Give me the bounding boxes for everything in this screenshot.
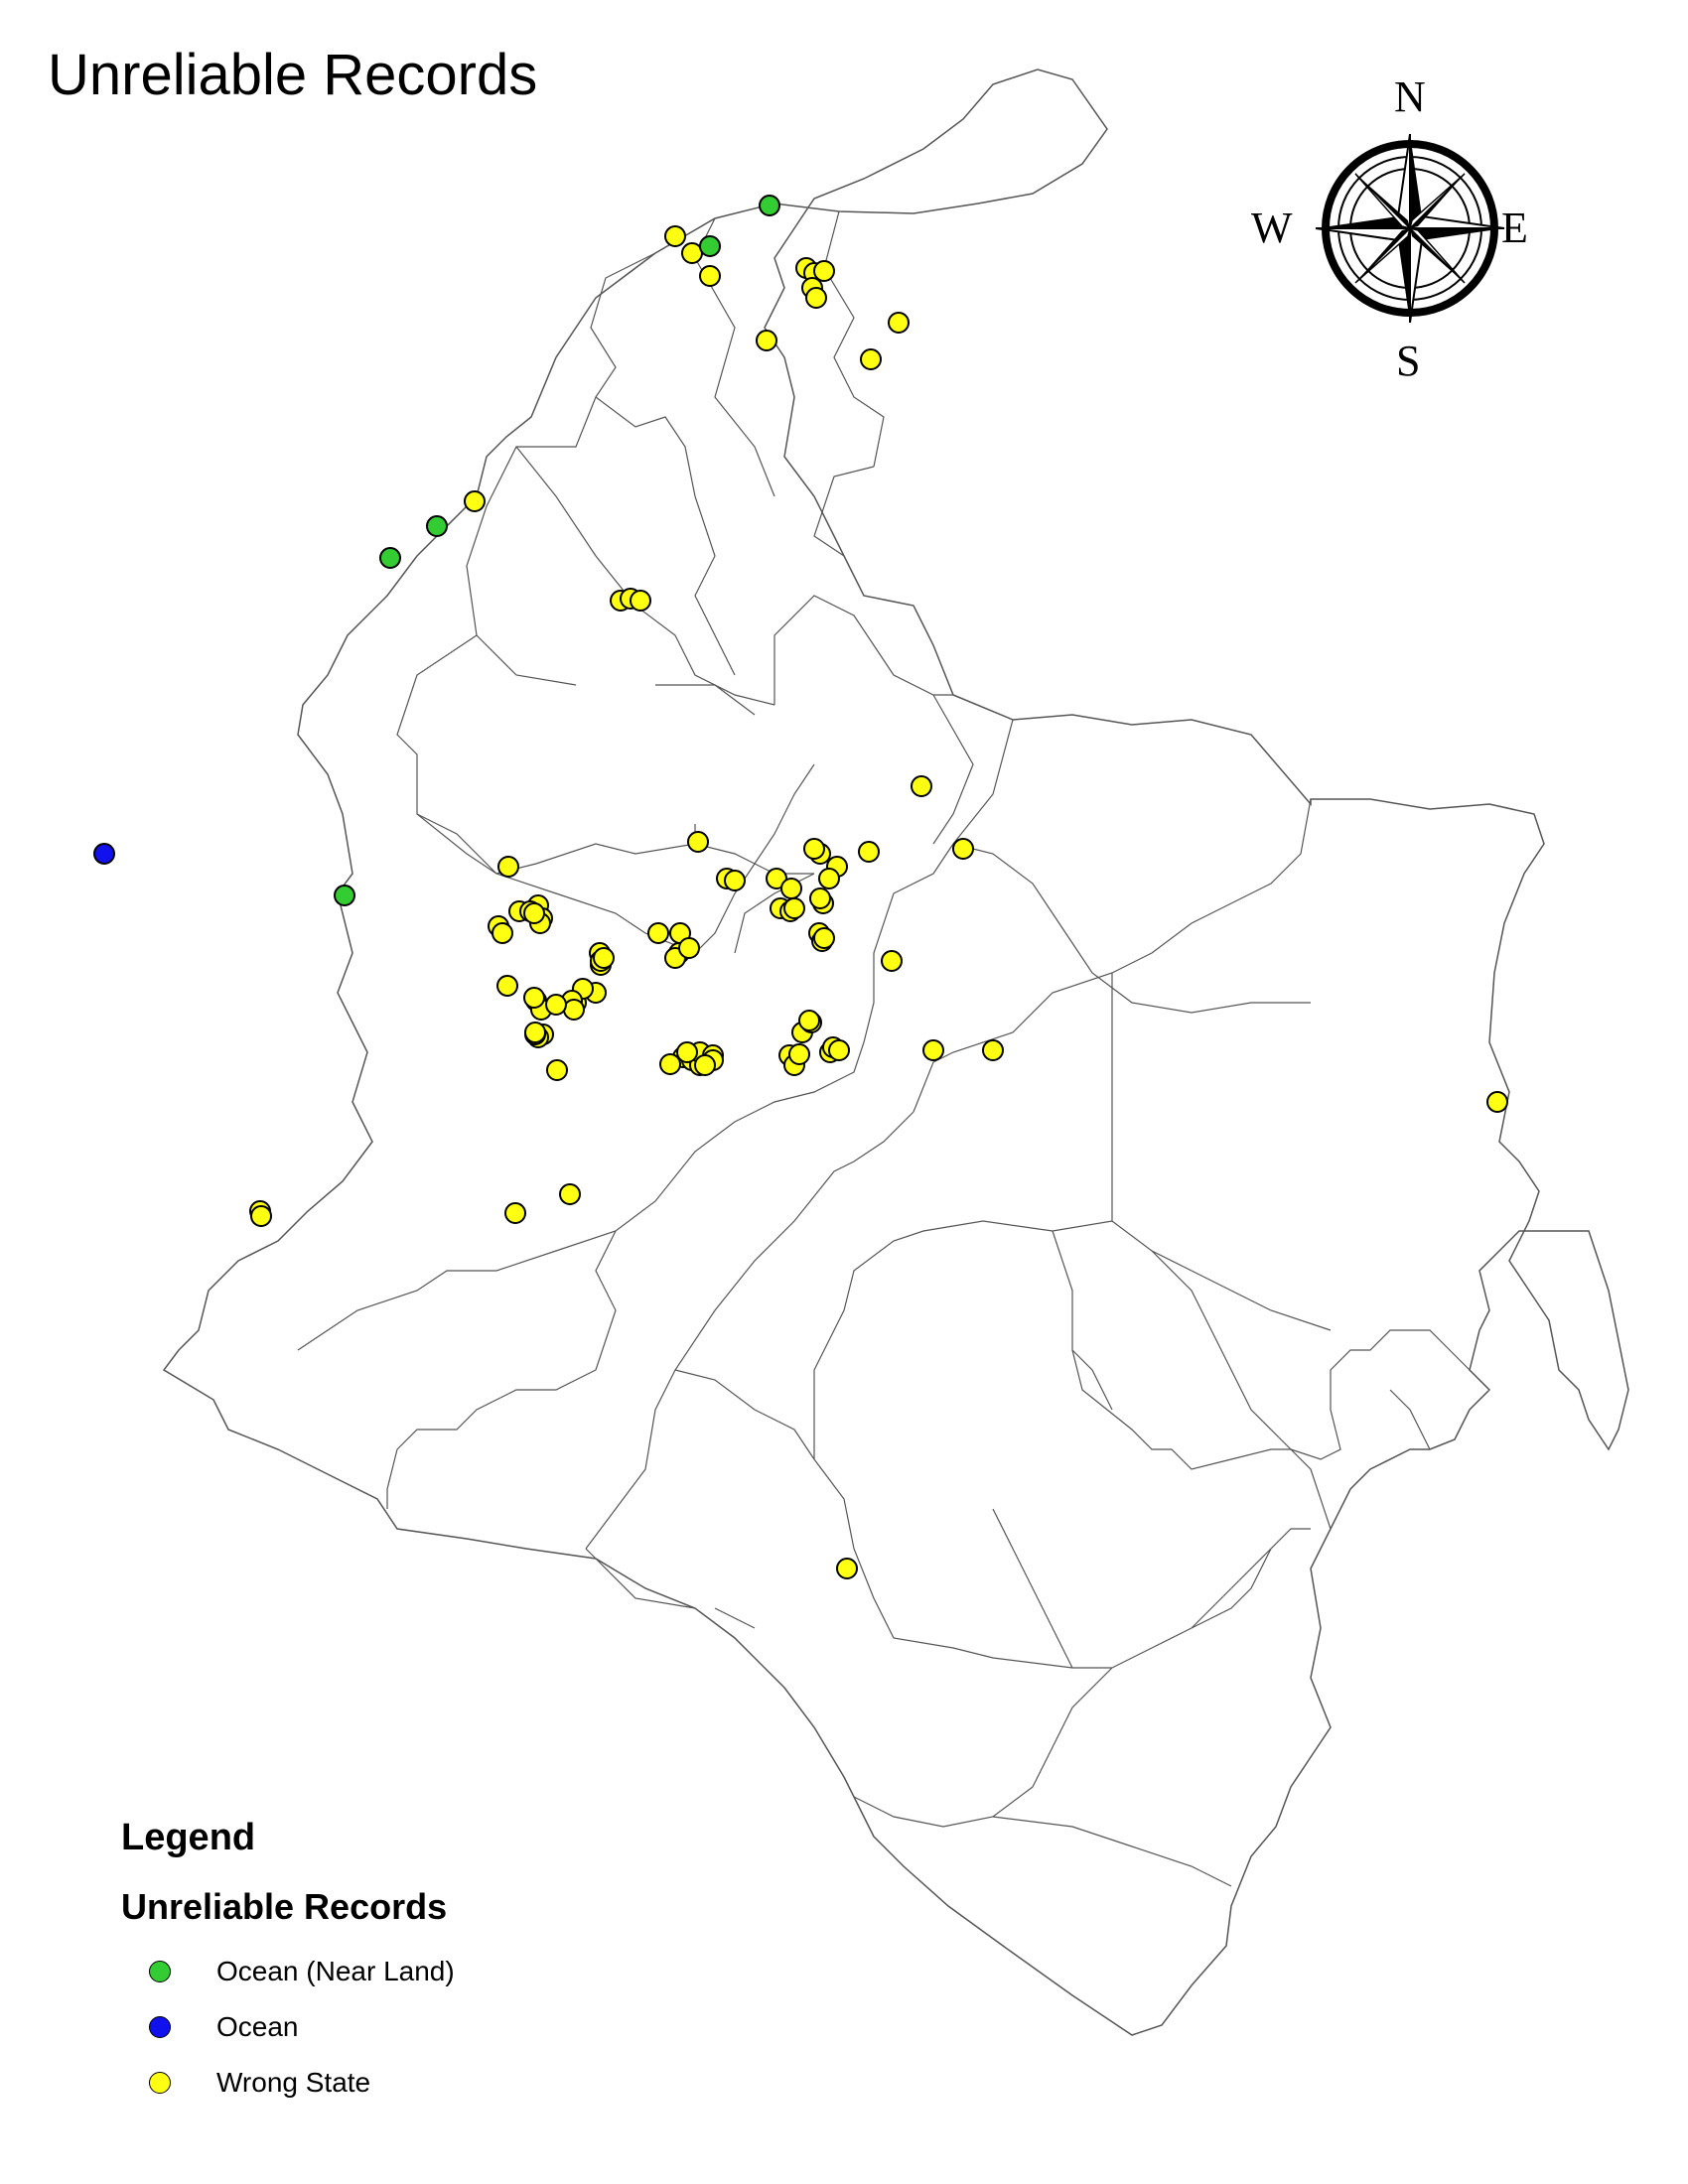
legend-item-ocean-near-land: Ocean (Near Land) bbox=[149, 1952, 455, 1991]
wrong-state-point bbox=[783, 897, 805, 919]
wrong-state-point bbox=[813, 260, 835, 282]
wrong-state-point bbox=[664, 225, 686, 247]
legend-label: Ocean bbox=[216, 2011, 299, 2042]
wrong-state-point bbox=[659, 1053, 681, 1075]
ocean-near-land-point bbox=[379, 547, 401, 569]
ocean-near-land-point bbox=[334, 885, 355, 906]
wrong-state-point bbox=[593, 947, 615, 969]
wrong-state-point bbox=[497, 856, 519, 878]
wrong-state-point bbox=[809, 887, 831, 909]
ocean-near-land-point bbox=[426, 515, 448, 537]
ocean-point bbox=[93, 843, 115, 865]
wrong-state-point bbox=[828, 1039, 850, 1061]
compass-west: W bbox=[1251, 204, 1293, 252]
wrong-state-point bbox=[982, 1039, 1004, 1061]
wrong-state-point bbox=[546, 1059, 568, 1081]
wrong-state-point bbox=[788, 1043, 810, 1065]
yellow-dot-icon bbox=[149, 2072, 171, 2094]
wrong-state-point bbox=[678, 937, 700, 959]
wrong-state-point bbox=[687, 831, 709, 853]
compass-south: S bbox=[1396, 337, 1420, 385]
wrong-state-point bbox=[860, 348, 882, 370]
wrong-state-point bbox=[724, 870, 746, 891]
wrong-state-point bbox=[250, 1205, 272, 1227]
wrong-state-point bbox=[630, 590, 651, 612]
record-points bbox=[93, 195, 1508, 1579]
wrong-state-point bbox=[780, 878, 802, 899]
wrong-state-point bbox=[523, 987, 545, 1009]
wrong-state-point bbox=[813, 927, 835, 949]
legend-item-ocean: Ocean bbox=[149, 2007, 299, 2047]
wrong-state-point bbox=[504, 1202, 526, 1224]
legend-title: Legend bbox=[121, 1817, 256, 1858]
wrong-state-point bbox=[756, 330, 777, 351]
compass-north: N bbox=[1394, 72, 1426, 121]
ocean-near-land-point bbox=[699, 235, 721, 257]
wrong-state-point bbox=[524, 1022, 546, 1043]
wrong-state-point bbox=[545, 994, 567, 1016]
wrong-state-point bbox=[496, 975, 518, 997]
blue-dot-icon bbox=[149, 2016, 171, 2038]
wrong-state-point bbox=[952, 838, 974, 860]
wrong-state-point bbox=[563, 999, 585, 1021]
wrong-state-point bbox=[858, 841, 880, 863]
wrong-state-point bbox=[699, 265, 721, 287]
wrong-state-point bbox=[676, 1041, 698, 1063]
wrong-state-point bbox=[803, 838, 825, 860]
wrong-state-point bbox=[766, 868, 787, 889]
wrong-state-point bbox=[818, 868, 840, 889]
wrong-state-point bbox=[559, 1183, 581, 1205]
wrong-state-point bbox=[911, 775, 932, 797]
wrong-state-point bbox=[694, 1054, 716, 1076]
wrong-state-point bbox=[888, 312, 910, 334]
department-borders bbox=[297, 210, 1471, 1887]
compass-east: E bbox=[1501, 204, 1528, 252]
legend-layer-title: Unreliable Records bbox=[121, 1886, 448, 1927]
compass-rose-icon: N S E W bbox=[1251, 72, 1528, 385]
ocean-near-land-point bbox=[759, 195, 780, 216]
wrong-state-point bbox=[836, 1558, 858, 1579]
map-title: Unreliable Records bbox=[48, 43, 538, 107]
country-outline bbox=[162, 68, 1629, 2036]
wrong-state-point bbox=[881, 950, 903, 972]
legend-label: Ocean (Near Land) bbox=[216, 1956, 455, 1986]
wrong-state-point bbox=[798, 1010, 820, 1031]
green-dot-icon bbox=[149, 1961, 171, 1982]
wrong-state-point bbox=[523, 902, 545, 924]
wrong-state-point bbox=[492, 922, 513, 944]
wrong-state-point bbox=[464, 490, 486, 512]
wrong-state-point bbox=[805, 287, 827, 309]
wrong-state-point bbox=[1486, 1091, 1508, 1113]
wrong-state-point bbox=[647, 922, 669, 944]
wrong-state-point bbox=[922, 1039, 944, 1061]
legend-label: Wrong State bbox=[216, 2067, 371, 2098]
legend-item-wrong-state: Wrong State bbox=[149, 2063, 370, 2103]
